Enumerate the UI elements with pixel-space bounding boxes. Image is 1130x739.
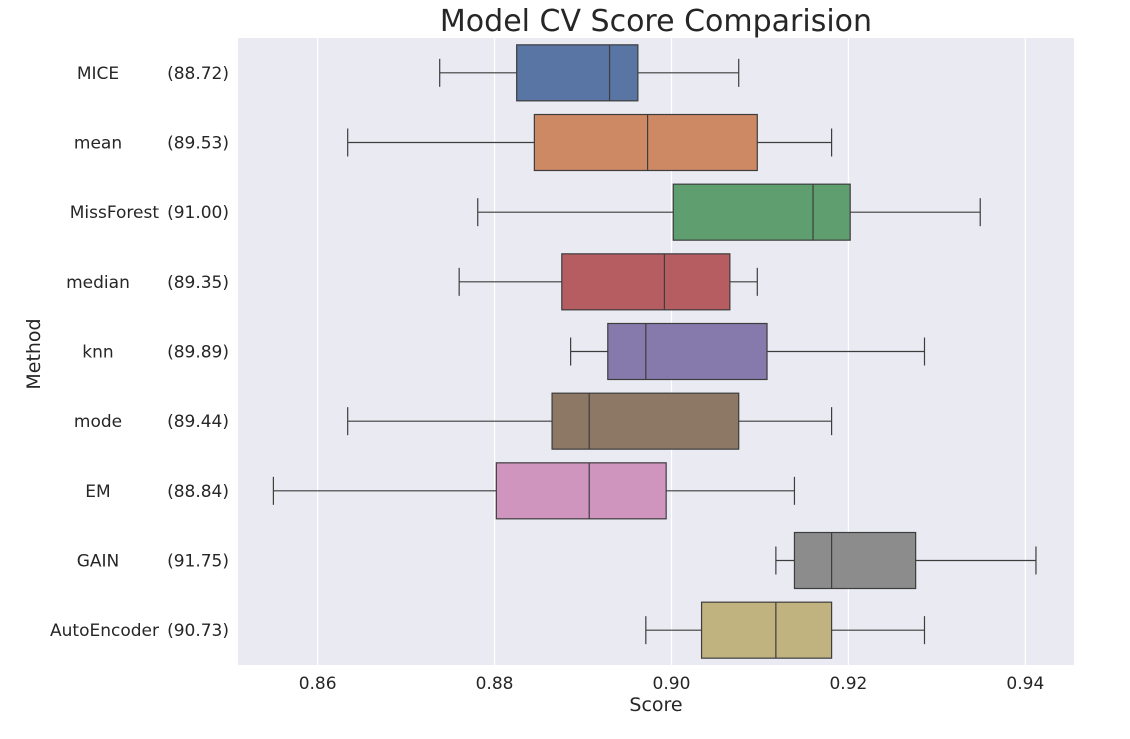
box-iqr	[495, 462, 667, 520]
category-name: knn	[82, 343, 113, 363]
box-gain	[775, 531, 1037, 590]
category-name: MICE	[77, 64, 119, 84]
category-score: (88.84)	[167, 482, 229, 502]
x-tick-label: 0.92	[829, 674, 867, 694]
x-tick-label: 0.94	[1006, 674, 1044, 694]
category-score: (89.44)	[167, 412, 229, 432]
box-iqr	[561, 253, 731, 311]
box-iqr	[516, 44, 639, 102]
x-axis-label: Score	[629, 694, 682, 716]
category-name: MissForest	[70, 203, 160, 223]
x-tick-label: 0.90	[653, 674, 691, 694]
category-name: median	[66, 273, 130, 293]
category-name: GAIN	[77, 552, 120, 572]
category-score: (89.53)	[167, 134, 229, 154]
category-name: EM	[85, 482, 110, 502]
x-axis-ticks: 0.86 0.88 0.90 0.92 0.94	[299, 674, 1045, 694]
box-missforest	[477, 183, 981, 241]
box-mode	[347, 392, 833, 450]
box-autoencoder	[645, 601, 926, 659]
category-name: mode	[74, 412, 122, 432]
box-iqr	[607, 322, 768, 381]
x-tick-label: 0.88	[476, 674, 514, 694]
category-score: (89.89)	[167, 343, 229, 363]
category-score: (88.72)	[167, 64, 229, 84]
chart-title: Model CV Score Comparision	[440, 4, 872, 39]
x-tick-label: 0.86	[299, 674, 337, 694]
y-axis-categories: MICE (88.72) mean (89.53) MissForest (91.00) m…	[50, 64, 229, 641]
box-knn	[570, 322, 926, 381]
category-score: (89.35)	[167, 273, 229, 293]
category-name: mean	[74, 134, 122, 154]
y-axis-label: Method	[23, 318, 45, 389]
box-mice	[439, 44, 740, 102]
category-score: (90.73)	[167, 621, 229, 641]
category-score: (91.00)	[167, 203, 229, 223]
box-iqr	[551, 392, 740, 450]
box-iqr	[793, 531, 917, 590]
box-series	[272, 44, 1037, 659]
box-iqr	[533, 113, 758, 172]
category-score: (91.75)	[167, 552, 229, 572]
box-iqr	[672, 183, 851, 241]
box-iqr	[700, 601, 833, 659]
category-name: AutoEncoder	[50, 621, 159, 641]
box-mean	[347, 113, 833, 172]
box-median	[458, 253, 758, 311]
box-em	[272, 462, 796, 520]
